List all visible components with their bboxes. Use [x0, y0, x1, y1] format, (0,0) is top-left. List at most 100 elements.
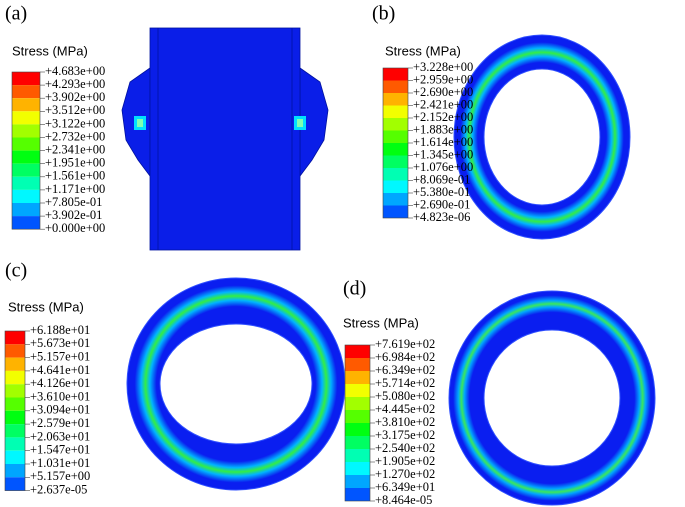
legend-swatch: [12, 85, 40, 99]
legend-swatch: [5, 370, 25, 385]
legend-label: +1.345e+00: [413, 147, 473, 161]
legend-title: Stress (MPa): [8, 299, 84, 314]
legend-label: +3.902e+00: [45, 90, 105, 104]
legend-label: +2.732e+00: [45, 129, 105, 143]
legend-swatch: [5, 397, 25, 411]
legend-label: +4.126e+01: [30, 376, 90, 390]
legend-label: +3.094e+01: [30, 403, 90, 417]
legend-label: +1.951e+00: [45, 156, 105, 170]
legend-swatch: [383, 93, 408, 106]
legend-label: +3.122e+00: [45, 116, 105, 130]
legend-label: +6.349e+01: [375, 480, 435, 494]
legend-label: +3.610e+01: [30, 389, 90, 403]
legend-label: +6.349e+02: [375, 363, 435, 377]
legend-swatch: [5, 424, 25, 438]
legend-swatch: [5, 331, 25, 345]
legend-swatch: [383, 205, 408, 218]
legend-swatch: [383, 68, 408, 81]
panel-label: (c): [5, 260, 27, 282]
legend-title: Stress (MPa): [343, 315, 419, 330]
legend-label: +2.540e+02: [375, 441, 435, 455]
legend-label: +4.641e+01: [30, 363, 90, 377]
legend-label: +4.293e+00: [45, 77, 105, 91]
legend-label: +1.076e+00: [413, 160, 473, 174]
ring-b: [453, 34, 631, 240]
panel-label: (d): [343, 278, 366, 300]
legend-title: Stress (MPa): [385, 43, 461, 58]
legend-label: +3.810e+02: [375, 415, 435, 429]
legend-label: +2.579e+01: [30, 416, 90, 430]
legend-label: +8.069e-01: [413, 172, 470, 186]
ring-d: [448, 290, 656, 506]
legend-label: +2.152e+00: [413, 110, 473, 124]
legend-swatch: [345, 358, 370, 371]
legend-label: +1.905e+02: [375, 454, 435, 468]
legend-label: +8.464e-05: [375, 493, 432, 507]
legend-swatch: [345, 449, 370, 462]
legend-swatch: [5, 384, 25, 398]
legend-label: +4.823e-06: [413, 210, 470, 224]
legend-swatch: [345, 475, 370, 488]
legend-swatch: [383, 180, 408, 193]
legend-label: +5.673e+01: [30, 336, 90, 350]
legend-label: +5.380e-01: [413, 185, 470, 199]
legend-swatch: [5, 410, 25, 425]
legend-swatch: [5, 477, 25, 491]
legend-label: +7.619e+02: [375, 337, 435, 351]
legend-label: +1.031e+01: [30, 456, 90, 470]
ring-c: [126, 277, 346, 491]
legend-label: +3.228e+00: [413, 60, 473, 74]
legend-label: +3.512e+00: [45, 103, 105, 117]
legend-swatch: [383, 80, 408, 93]
legend-swatch: [5, 464, 25, 478]
legend-label: +5.157e+01: [30, 349, 90, 363]
legend-label: +5.157e+00: [30, 469, 90, 483]
legend-swatch: [12, 163, 40, 177]
legend-swatch: [345, 462, 370, 475]
legend-swatch: [345, 345, 370, 358]
model-a: [121, 27, 329, 251]
legend-swatch: [12, 189, 40, 203]
legend-swatch: [383, 130, 408, 143]
legend-swatch: [12, 111, 40, 125]
legend-swatch: [12, 72, 40, 86]
legend-label: +2.421e+00: [413, 97, 473, 111]
legend-swatch: [12, 176, 40, 190]
legend-swatch: [5, 344, 25, 358]
legend-swatch: [345, 436, 370, 449]
legend-label: +1.547e+01: [30, 443, 90, 457]
legend-label: +4.445e+02: [375, 402, 435, 416]
legend-swatch: [345, 410, 370, 423]
legend-swatch: [12, 124, 40, 138]
legend-label: +2.063e+01: [30, 429, 90, 443]
legend-label: +4.683e+00: [45, 64, 105, 78]
legend-label: +1.171e+00: [45, 182, 105, 196]
legend-swatch: [12, 98, 40, 112]
legend-swatch: [383, 105, 408, 118]
legend-swatch: [5, 450, 25, 464]
legend-label: +2.690e-01: [413, 197, 470, 211]
legend-label: +6.984e+02: [375, 350, 435, 364]
legend-label: +2.341e+00: [45, 142, 105, 156]
legend-label: +7.805e-01: [45, 195, 102, 209]
legend-swatch: [345, 488, 370, 501]
legend-swatch: [383, 193, 408, 206]
legend-label: +1.561e+00: [45, 169, 105, 183]
legend-label: +3.902e-01: [45, 208, 102, 222]
legend-swatch: [383, 118, 408, 131]
legend-title: Stress (MPa): [12, 43, 88, 58]
legend-swatch: [383, 155, 408, 168]
legend-swatch: [383, 168, 408, 181]
legend-label: +5.080e+02: [375, 389, 435, 403]
legend-label: +1.614e+00: [413, 135, 473, 149]
legend-label: +2.690e+00: [413, 85, 473, 99]
legend-swatch: [345, 371, 370, 384]
legend-swatch: [12, 137, 40, 151]
legend-label: +3.175e+02: [375, 428, 435, 442]
legend-swatch: [12, 150, 40, 164]
panel-label: (a): [5, 3, 27, 25]
legend-swatch: [345, 397, 370, 410]
legend-swatch: [12, 203, 40, 217]
legend-label: +2.959e+00: [413, 72, 473, 86]
